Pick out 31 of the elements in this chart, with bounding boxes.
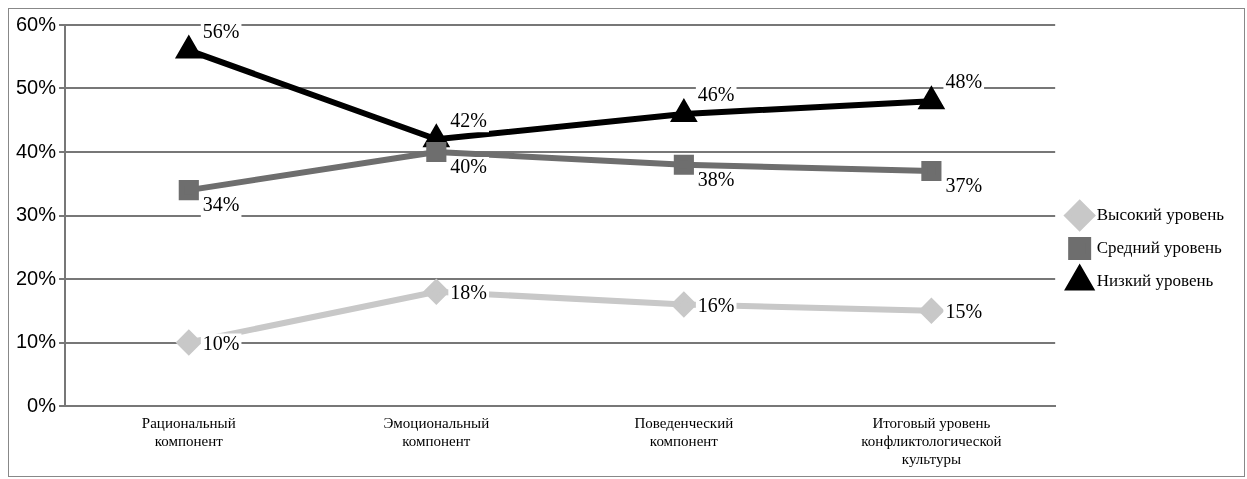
data-label: 37% xyxy=(945,174,983,197)
data-label: 16% xyxy=(697,293,735,316)
y-tick-label: 20% xyxy=(16,266,57,289)
x-tick-label: Поведенческий компонент xyxy=(634,414,734,449)
y-tick-label: 50% xyxy=(16,76,57,99)
y-tick-label: 10% xyxy=(16,330,57,353)
data-label: 15% xyxy=(945,300,983,322)
data-label: 38% xyxy=(697,167,735,190)
point xyxy=(919,298,944,323)
data-label: 42% xyxy=(450,108,487,131)
x-tick-label: Итоговый уровень конфликтологической культуры xyxy=(861,414,1002,467)
x-tick-label: Эмоциональный компонент xyxy=(383,414,490,449)
data-label: 56% xyxy=(202,19,240,42)
y-tick-label: 0% xyxy=(27,393,57,416)
point xyxy=(671,292,696,317)
legend-label: Средний уровень xyxy=(1096,237,1223,257)
legend-label: Высокий уровень xyxy=(1096,204,1225,224)
data-label: 34% xyxy=(202,193,240,216)
legend-label: Низкий уровень xyxy=(1096,270,1214,290)
point xyxy=(424,279,449,304)
data-label: 46% xyxy=(697,83,735,106)
x-tick-label: Рациональный компонент xyxy=(141,414,236,449)
point xyxy=(670,98,698,122)
y-tick-label: 60% xyxy=(16,12,57,35)
data-label: 40% xyxy=(450,155,487,178)
y-tick-label: 40% xyxy=(16,139,57,162)
y-tick-label: 30% xyxy=(16,203,57,226)
point xyxy=(176,330,201,355)
data-label: 10% xyxy=(202,331,240,354)
data-label: 18% xyxy=(450,280,487,303)
data-label: 48% xyxy=(945,70,983,93)
